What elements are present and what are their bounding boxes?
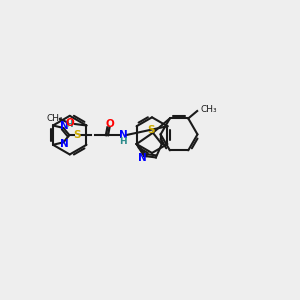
Text: H: H xyxy=(65,120,73,129)
Text: O: O xyxy=(66,118,74,128)
Text: N: N xyxy=(138,153,147,163)
Text: N: N xyxy=(119,130,128,140)
Text: S: S xyxy=(73,130,80,140)
Text: H: H xyxy=(119,137,127,146)
Text: CH₃: CH₃ xyxy=(201,105,218,114)
Text: N: N xyxy=(60,122,68,131)
Text: O: O xyxy=(105,119,114,129)
Text: CH₃: CH₃ xyxy=(47,114,64,123)
Text: N: N xyxy=(60,139,68,149)
Text: S: S xyxy=(148,125,155,135)
